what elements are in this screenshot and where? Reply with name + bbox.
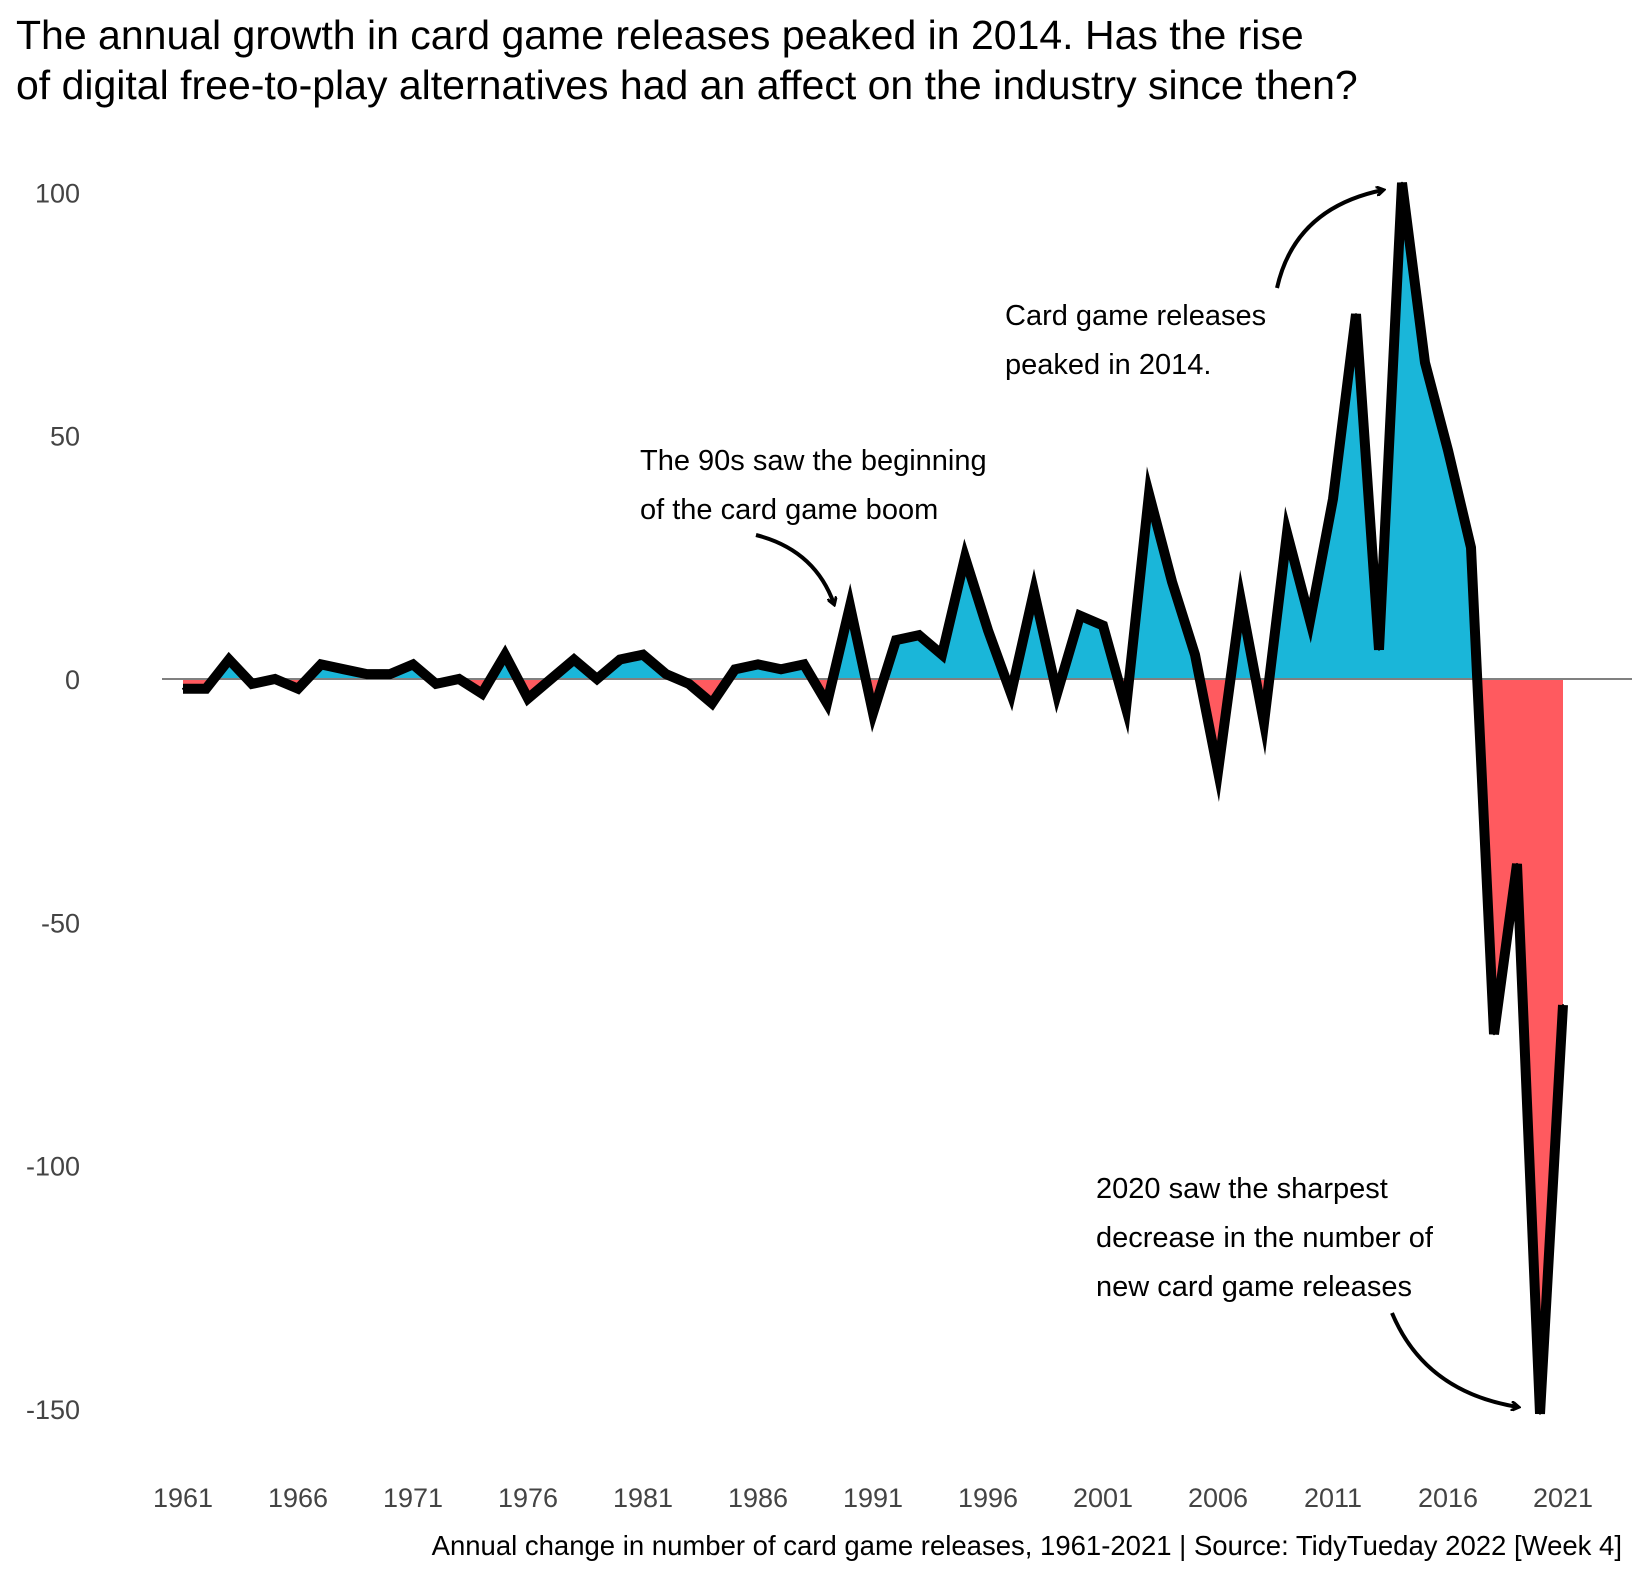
- chart-title-line-2: of digital free-to-play alternatives had…: [16, 62, 1358, 108]
- data-point-1974: [481, 692, 483, 695]
- data-point-2016: [1447, 449, 1449, 452]
- data-point-2005: [1194, 653, 1196, 656]
- data-point-1993: [918, 634, 920, 637]
- annotation-peak-arrow: [1275, 190, 1383, 289]
- data-point-1996: [987, 629, 989, 632]
- data-points: [182, 181, 1564, 1415]
- data-point-2010: [1309, 619, 1311, 622]
- data-point-1987: [780, 668, 782, 671]
- data-point-1982: [665, 673, 667, 676]
- y-tick-label: 50: [50, 422, 80, 452]
- y-tick-label: 0: [65, 665, 80, 695]
- data-point-1961: [182, 687, 184, 690]
- x-tick-label: 1986: [728, 1483, 788, 1513]
- data-point-2014: [1401, 181, 1403, 184]
- data-point-1992: [895, 639, 897, 642]
- data-point-1969: [366, 673, 368, 676]
- data-point-1966: [297, 687, 299, 690]
- data-point-1968: [343, 668, 345, 671]
- data-point-1986: [757, 663, 759, 666]
- x-tick-label: 2011: [1304, 1483, 1362, 1513]
- data-point-2021: [1562, 1004, 1564, 1006]
- data-point-1972: [435, 682, 437, 685]
- data-point-1981: [642, 653, 644, 656]
- data-point-1995: [964, 556, 966, 559]
- positive-change-area: [183, 182, 1563, 679]
- data-point-1989: [826, 702, 828, 705]
- data-point-1990: [849, 605, 851, 607]
- data-point-1980: [619, 658, 621, 661]
- data-point-1963: [228, 658, 230, 661]
- y-tick-label: 100: [35, 178, 80, 208]
- y-axis: 100 50 0 -50 -100 -150: [26, 178, 80, 1425]
- data-point-1970: [389, 673, 391, 676]
- data-point-2020: [1539, 1412, 1541, 1415]
- x-tick-label: 2021: [1533, 1483, 1593, 1513]
- data-point-2002: [1125, 707, 1127, 710]
- data-point-1965: [274, 678, 276, 680]
- data-point-1977: [550, 678, 552, 680]
- data-point-2003: [1148, 493, 1150, 496]
- data-point-1979: [596, 678, 598, 680]
- x-tick-label: 2006: [1188, 1483, 1248, 1513]
- data-point-1975: [504, 653, 506, 656]
- data-point-2006: [1217, 770, 1219, 773]
- data-point-2000: [1079, 614, 1081, 617]
- data-point-2015: [1424, 361, 1426, 364]
- x-tick-label: 1976: [498, 1483, 558, 1513]
- data-point-1973: [458, 678, 460, 680]
- annotation-2020-line-2: decrease in the number of: [1096, 1222, 1434, 1254]
- data-point-2004: [1171, 580, 1173, 583]
- data-point-1962: [205, 687, 207, 690]
- data-point-1998: [1033, 590, 1035, 593]
- data-point-1991: [872, 712, 874, 715]
- annotation-90s-line-1: The 90s saw the beginning: [640, 445, 987, 477]
- x-tick-label: 1971: [383, 1483, 443, 1513]
- data-point-1978: [573, 658, 575, 661]
- annotation-90s-line-2: of the card game boom: [640, 494, 938, 526]
- x-tick-label: 1991: [843, 1483, 903, 1513]
- data-point-1964: [251, 682, 253, 685]
- data-point-1997: [1010, 692, 1012, 695]
- chart-title: The annual growth in card game releases …: [16, 10, 1358, 110]
- x-tick-label: 1996: [958, 1483, 1018, 1513]
- y-tick-label: -150: [26, 1395, 80, 1425]
- x-tick-label: 1961: [153, 1483, 213, 1513]
- data-point-1976: [527, 697, 529, 700]
- data-point-2001: [1102, 624, 1104, 627]
- x-axis: 1961 1966 1971 1976 1981 1986 1991 1996 2001 2006…: [153, 1483, 1593, 1513]
- data-point-2018: [1493, 1033, 1495, 1036]
- data-point-1984: [711, 702, 713, 705]
- data-point-2012: [1355, 313, 1357, 316]
- x-tick-label: 2001: [1073, 1483, 1133, 1513]
- data-point-1999: [1056, 692, 1058, 695]
- annotation-90s-arrow: [755, 533, 834, 604]
- data-point-1971: [412, 663, 414, 666]
- data-point-1994: [941, 653, 943, 656]
- data-point-2007: [1240, 600, 1242, 603]
- x-tick-label: 2016: [1418, 1483, 1478, 1513]
- data-point-2013: [1378, 648, 1380, 651]
- y-tick-label: -50: [41, 908, 80, 938]
- data-point-1967: [320, 663, 322, 666]
- y-tick-label: -100: [26, 1152, 80, 1182]
- x-tick-label: 1966: [268, 1483, 328, 1513]
- data-point-2011: [1332, 498, 1334, 500]
- annotation-peak-line-1: Card game releases: [1005, 300, 1266, 332]
- x-tick-label: 1981: [613, 1483, 673, 1513]
- chart-caption: Annual change in number of card game rel…: [431, 1530, 1622, 1561]
- data-point-2017: [1470, 546, 1472, 549]
- data-point-2019: [1516, 862, 1518, 865]
- chart-title-line-1: The annual growth in card game releases …: [16, 12, 1304, 58]
- data-point-1983: [688, 682, 690, 685]
- data-point-2009: [1286, 532, 1288, 534]
- data-point-2008: [1263, 721, 1265, 724]
- data-point-1985: [734, 668, 736, 671]
- annotation-2020-arrow: [1390, 1312, 1518, 1407]
- annotation-peak-line-2: peaked in 2014.: [1005, 349, 1211, 381]
- annotation-2020-line-3: new card game releases: [1096, 1271, 1412, 1303]
- data-point-1988: [803, 663, 805, 666]
- annotation-2020-line-1: 2020 saw the sharpest: [1096, 1173, 1388, 1205]
